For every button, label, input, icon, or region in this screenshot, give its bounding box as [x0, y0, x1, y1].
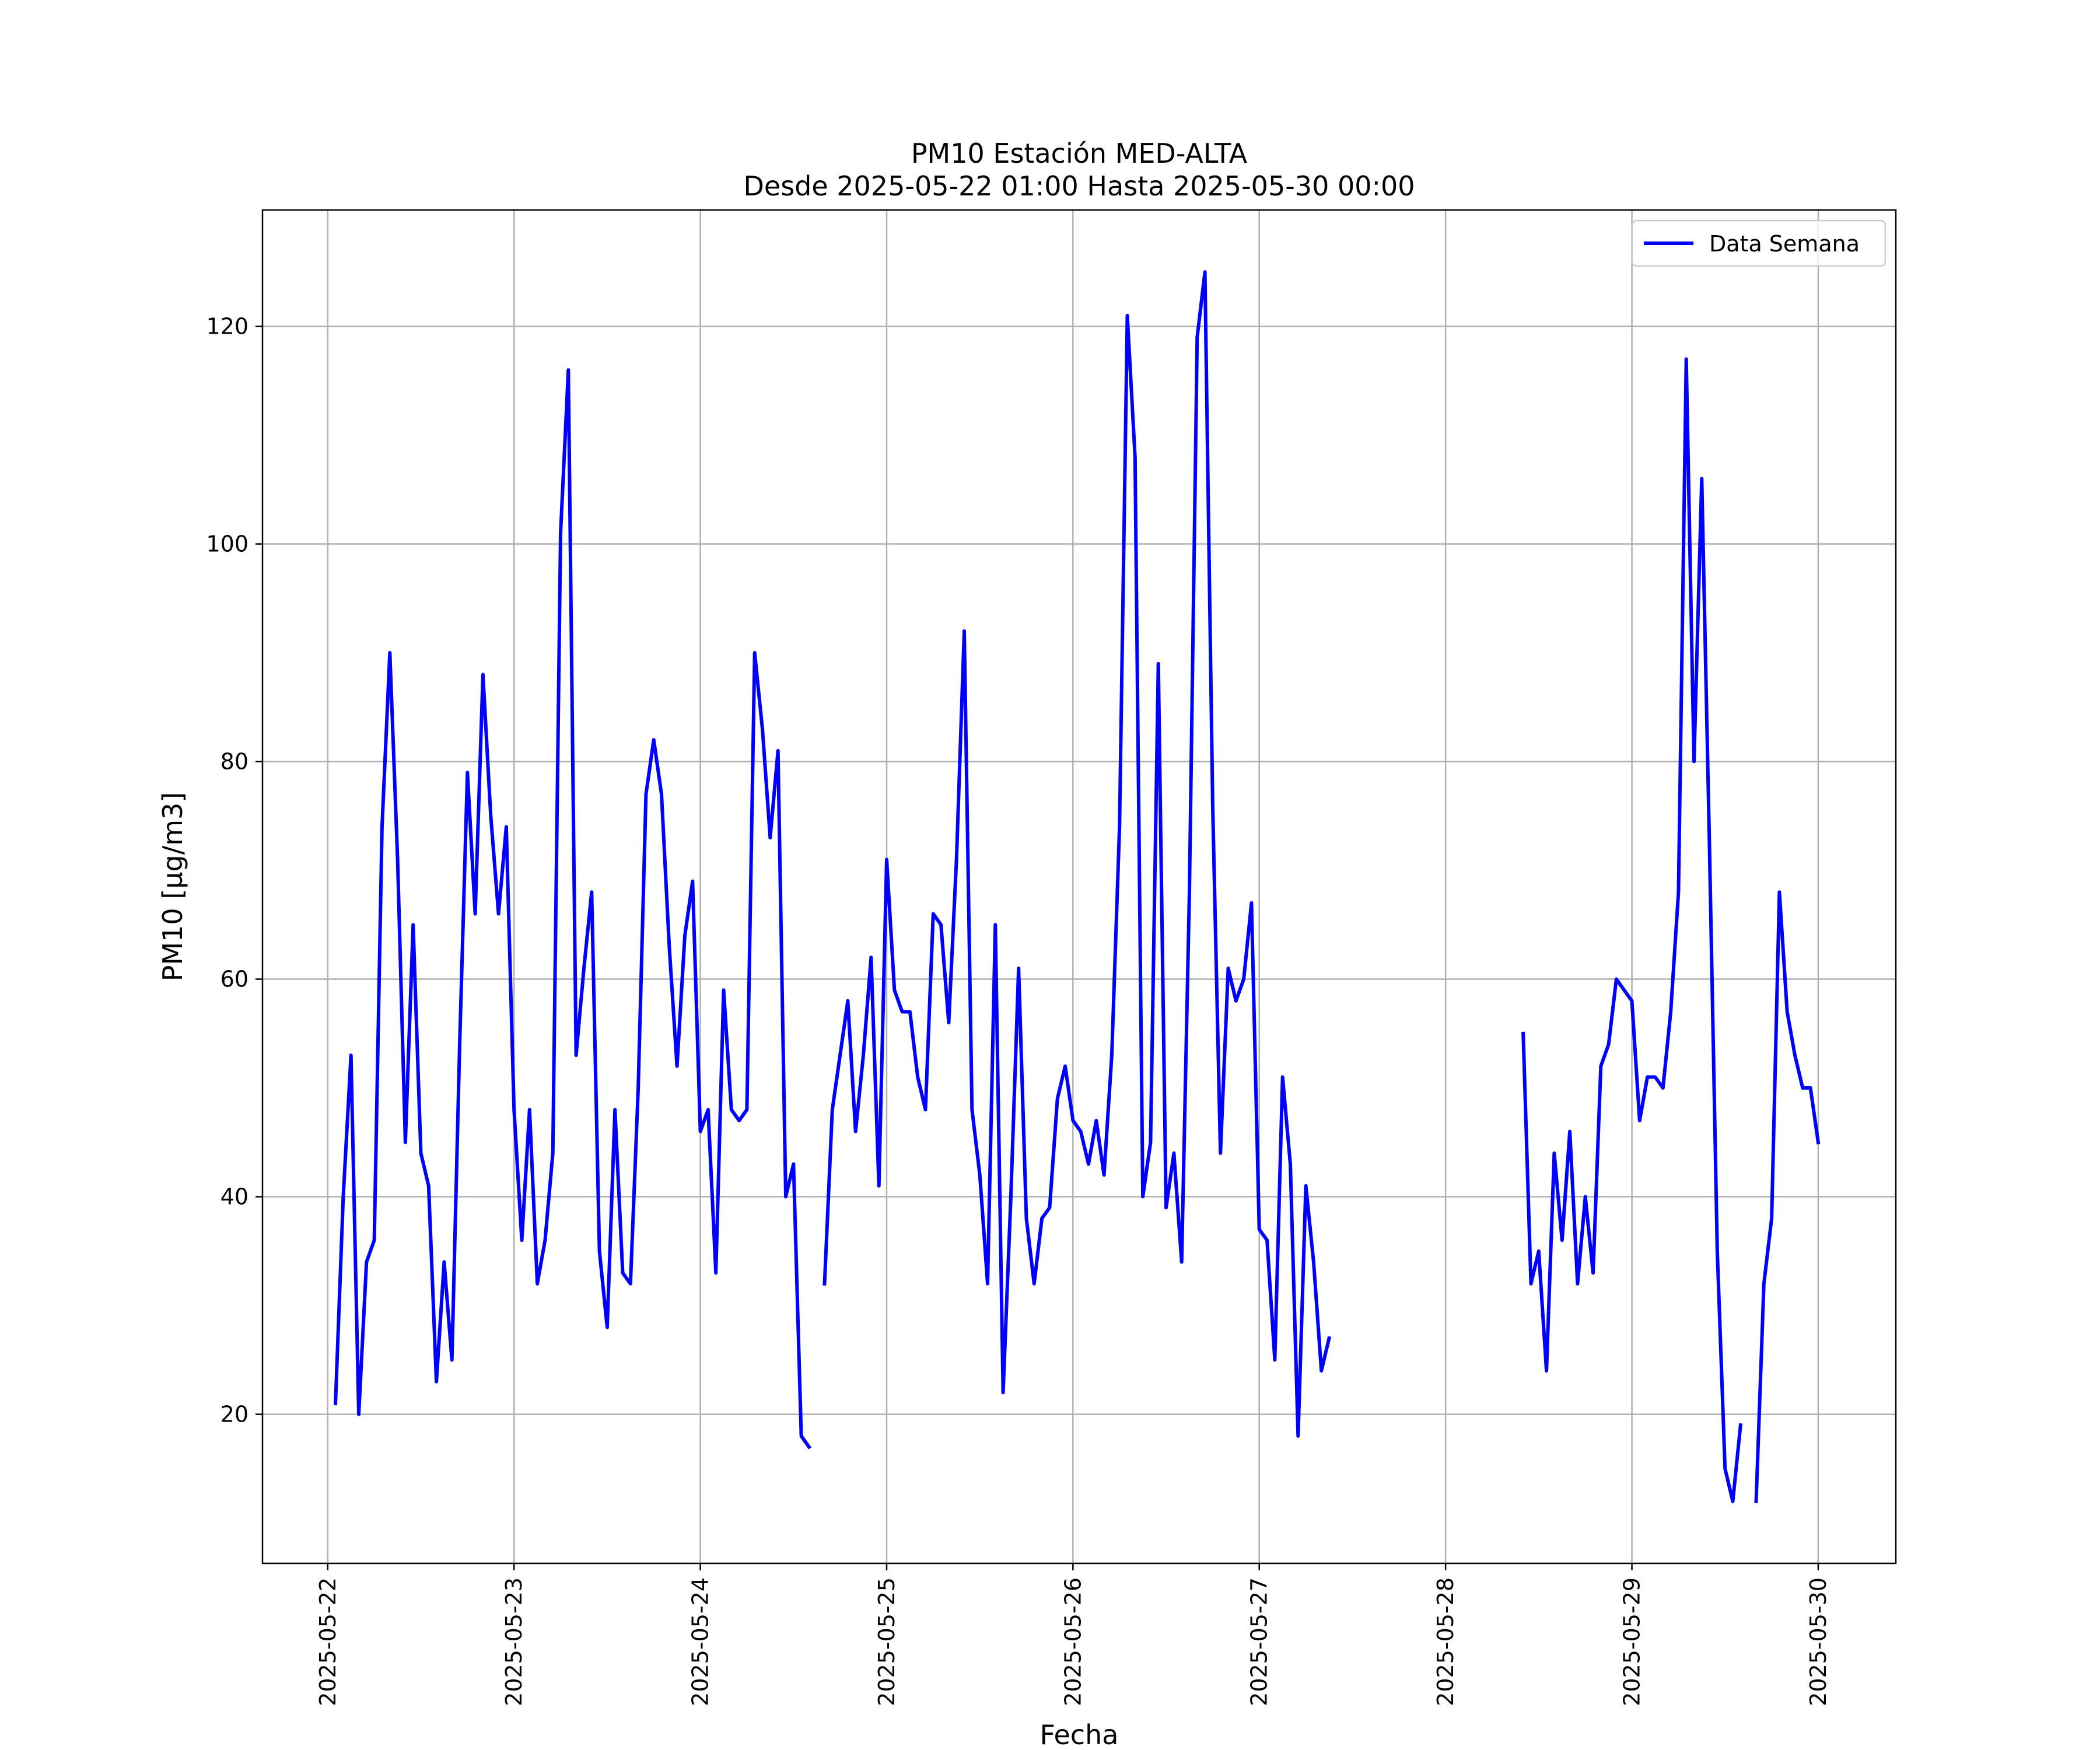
y-axis-label: PM10 [μg/m3] — [157, 792, 188, 982]
y-tick-label: 100 — [206, 531, 249, 557]
y-tick-label: 60 — [220, 967, 249, 992]
x-tick-label: 2025-05-28 — [1433, 1577, 1458, 1706]
x-tick-label: 2025-05-30 — [1805, 1577, 1831, 1706]
x-tick-label: 2025-05-22 — [315, 1577, 341, 1706]
chart-subtitle: Desde 2025-05-22 01:00 Hasta 2025-05-30 … — [743, 170, 1415, 202]
x-tick-label: 2025-05-24 — [688, 1577, 713, 1706]
x-axis: 2025-05-22 2025-05-23 2025-05-24 2025-05-25… — [315, 1563, 1831, 1706]
legend-label: Data Semana — [1709, 231, 1860, 257]
series-line-segment — [1754, 890, 1821, 1503]
series-line-segment — [333, 368, 812, 1450]
chart-title: PM10 Estación MED-ALTA — [911, 138, 1248, 169]
data-series-line — [333, 270, 1821, 1503]
x-tick-label: 2025-05-27 — [1247, 1577, 1272, 1706]
y-axis: 20 40 60 80 100 120 — [206, 314, 262, 1427]
x-axis-label: Fecha — [1040, 1719, 1119, 1750]
series-line-segment — [1521, 357, 1743, 1503]
series-line-segment — [822, 270, 1332, 1438]
legend: Data Semana — [1631, 219, 1887, 267]
y-tick-label: 80 — [220, 749, 249, 775]
plot-area-frame — [261, 209, 1897, 1564]
y-tick-label: 20 — [220, 1402, 249, 1427]
x-tick-label: 2025-05-26 — [1060, 1577, 1086, 1706]
legend-box — [1631, 219, 1887, 267]
y-tick-label: 40 — [220, 1184, 249, 1210]
x-tick-label: 2025-05-29 — [1619, 1577, 1645, 1706]
x-tick-label: 2025-05-23 — [501, 1577, 527, 1706]
x-tick-label: 2025-05-25 — [874, 1577, 900, 1706]
y-tick-label: 120 — [206, 314, 249, 340]
